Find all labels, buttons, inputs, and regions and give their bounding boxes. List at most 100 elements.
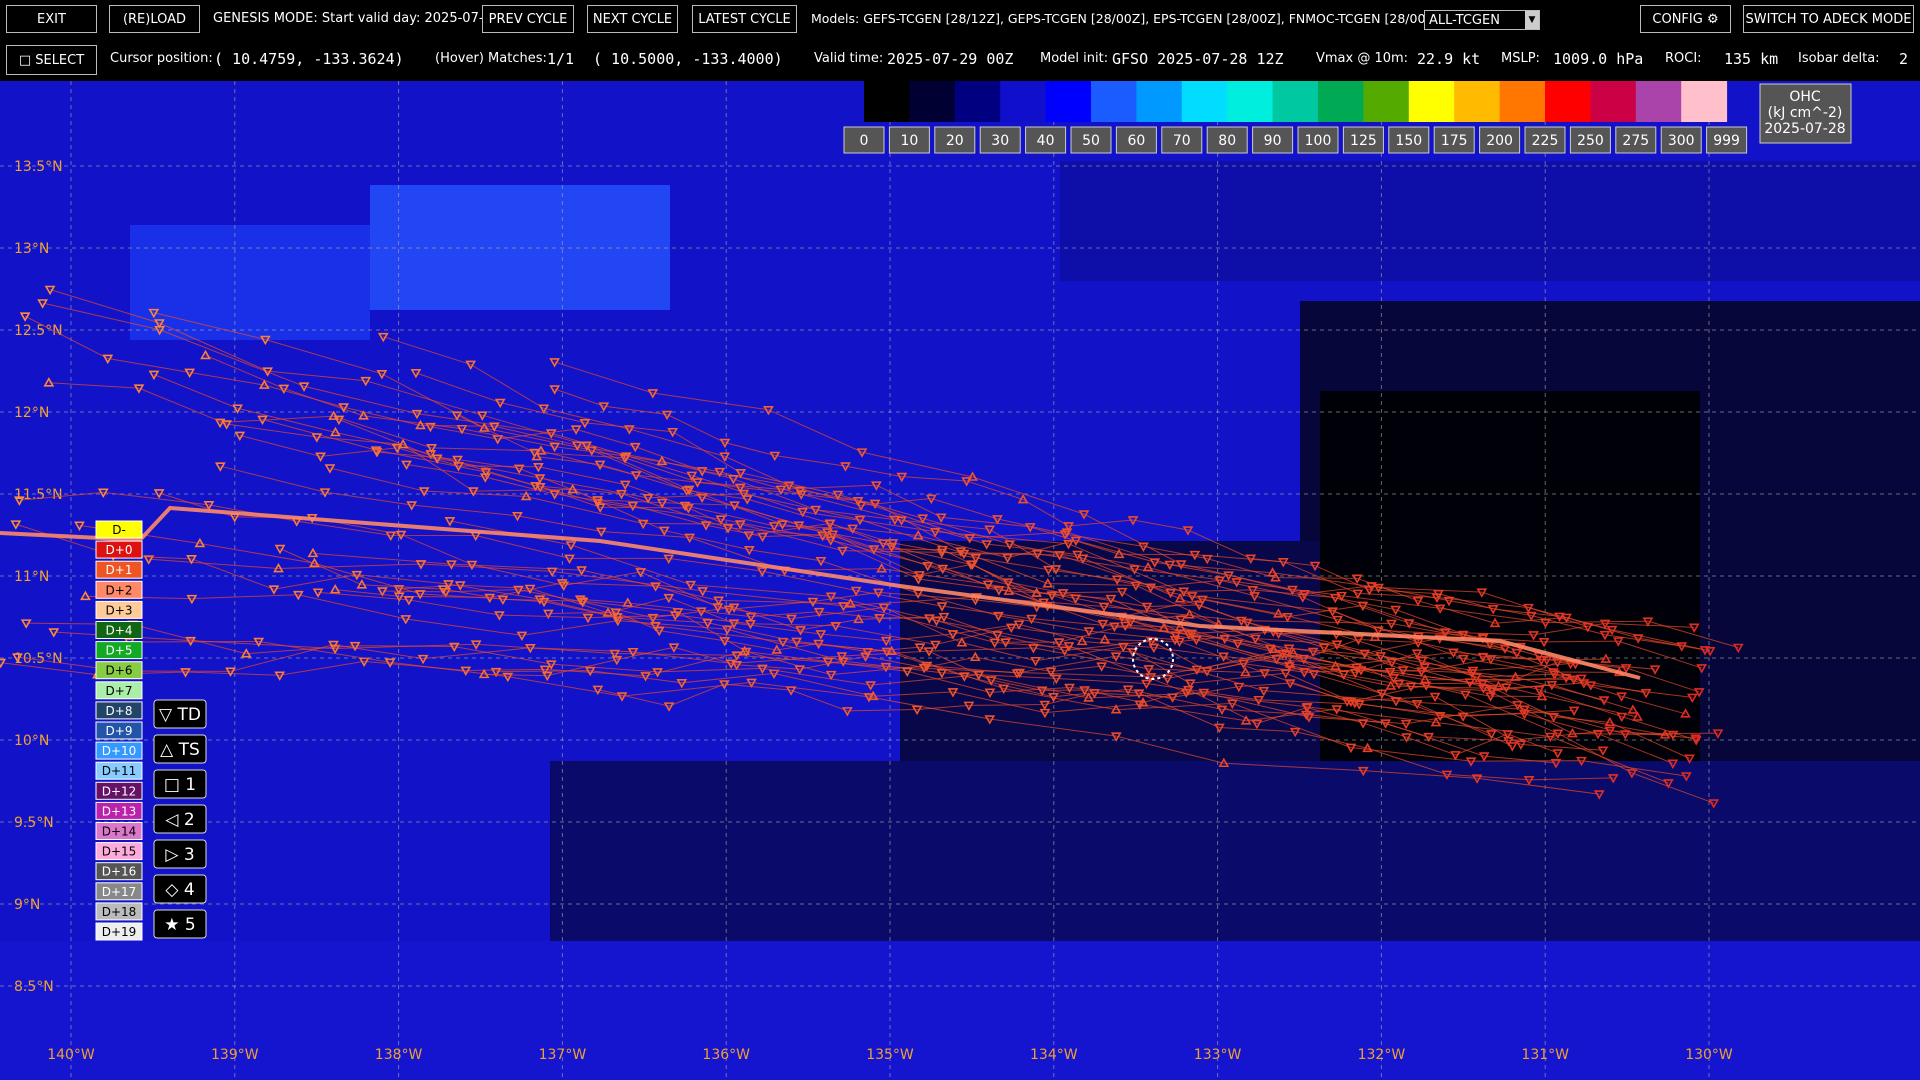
track-marker[interactable] <box>1178 587 1190 597</box>
track-marker[interactable] <box>274 671 286 681</box>
track-marker[interactable] <box>1575 674 1587 684</box>
track-marker[interactable] <box>793 521 805 531</box>
track-marker[interactable] <box>973 670 985 681</box>
track-marker[interactable] <box>719 438 731 449</box>
track-marker[interactable] <box>1014 668 1026 679</box>
track-marker[interactable] <box>992 515 1003 525</box>
track-marker[interactable] <box>663 593 675 604</box>
track-marker[interactable] <box>1598 696 1610 706</box>
track-marker[interactable] <box>338 403 350 413</box>
track-marker[interactable] <box>1142 561 1154 572</box>
track-marker[interactable] <box>616 692 628 702</box>
dropdown-arrow[interactable]: ▼ <box>1525 11 1539 29</box>
track-marker[interactable] <box>1688 623 1700 633</box>
track-marker[interactable] <box>1362 742 1373 753</box>
track-marker[interactable] <box>1465 757 1477 767</box>
track-marker[interactable] <box>470 640 482 650</box>
track-marker[interactable] <box>1349 699 1361 709</box>
day-legend-swatch[interactable] <box>95 902 143 921</box>
next-cycle-button[interactable]: NEXT CYCLE <box>587 5 678 33</box>
track-marker[interactable] <box>684 533 696 544</box>
track-marker[interactable] <box>837 546 848 557</box>
track-marker[interactable] <box>723 605 735 615</box>
track-marker[interactable] <box>315 452 326 462</box>
track-marker[interactable] <box>1548 668 1559 678</box>
track-marker[interactable] <box>1063 540 1074 550</box>
track-marker[interactable] <box>1390 605 1402 616</box>
track-marker[interactable] <box>154 319 165 329</box>
track-marker[interactable] <box>1175 615 1187 626</box>
track-marker[interactable] <box>1046 591 1058 601</box>
track-marker[interactable] <box>1336 591 1347 602</box>
track-marker[interactable] <box>185 636 197 647</box>
track-marker[interactable] <box>734 520 746 530</box>
track-marker[interactable] <box>594 460 606 471</box>
track-marker[interactable] <box>377 587 388 597</box>
track-marker[interactable] <box>478 668 490 679</box>
track-marker[interactable] <box>1401 733 1412 743</box>
track-marker[interactable] <box>214 418 226 429</box>
track-marker[interactable] <box>768 522 780 532</box>
track-marker[interactable] <box>1332 615 1344 626</box>
track-marker[interactable] <box>1412 596 1424 607</box>
track-marker[interactable] <box>1486 730 1497 740</box>
track-marker[interactable] <box>652 668 663 678</box>
track-marker[interactable] <box>1400 719 1412 730</box>
track-marker[interactable] <box>148 308 160 319</box>
track-marker[interactable] <box>1485 692 1496 702</box>
track-marker[interactable] <box>534 595 546 605</box>
track-marker[interactable] <box>410 368 422 379</box>
track-marker[interactable] <box>1013 620 1025 630</box>
track-marker[interactable] <box>1359 649 1371 660</box>
track-marker[interactable] <box>868 545 880 555</box>
intensity-legend-box[interactable] <box>153 874 207 904</box>
track-marker[interactable] <box>534 474 546 484</box>
track-marker[interactable] <box>815 556 827 567</box>
track-marker[interactable] <box>917 514 929 524</box>
track-marker[interactable] <box>947 688 959 698</box>
track-marker[interactable] <box>186 555 197 565</box>
track-marker[interactable] <box>1528 631 1539 641</box>
track-marker[interactable] <box>579 418 591 429</box>
track-marker[interactable] <box>431 454 443 464</box>
track-marker[interactable] <box>1704 647 1716 657</box>
track-marker[interactable] <box>1429 692 1441 703</box>
track-marker[interactable] <box>1538 638 1550 648</box>
track-marker[interactable] <box>1355 666 1367 676</box>
track-marker[interactable] <box>1536 690 1548 701</box>
track-marker[interactable] <box>400 615 412 625</box>
track-marker[interactable] <box>914 643 926 653</box>
track-marker[interactable] <box>1351 574 1363 584</box>
track-marker[interactable] <box>735 469 747 479</box>
track-marker[interactable] <box>969 651 981 662</box>
track-marker[interactable] <box>513 464 525 475</box>
track-marker[interactable] <box>616 489 627 500</box>
track-marker[interactable] <box>542 609 554 620</box>
track-marker[interactable] <box>1619 730 1631 740</box>
track-marker[interactable] <box>13 496 25 506</box>
track-marker[interactable] <box>415 419 426 430</box>
track-marker[interactable] <box>1515 740 1527 750</box>
track-marker[interactable] <box>319 488 331 498</box>
track-marker[interactable] <box>713 596 724 606</box>
track-marker[interactable] <box>476 411 488 421</box>
track-marker[interactable] <box>1607 774 1619 784</box>
track-marker[interactable] <box>763 406 774 416</box>
track-marker[interactable] <box>1385 680 1397 690</box>
track-marker[interactable] <box>1457 712 1469 722</box>
track-marker[interactable] <box>391 443 403 454</box>
track-marker[interactable] <box>401 460 412 471</box>
intensity-legend-box[interactable] <box>153 769 207 799</box>
track-marker[interactable] <box>298 382 310 392</box>
track-marker[interactable] <box>564 554 575 565</box>
track-marker[interactable] <box>1434 711 1446 722</box>
track-marker[interactable] <box>1592 729 1604 740</box>
track-marker[interactable] <box>221 420 233 430</box>
track-marker[interactable] <box>922 562 934 572</box>
track-marker[interactable] <box>913 575 924 585</box>
track-marker[interactable] <box>184 368 196 379</box>
track-marker[interactable] <box>512 511 523 522</box>
track-marker[interactable] <box>1083 692 1094 702</box>
track-marker[interactable] <box>262 367 274 377</box>
track-marker[interactable] <box>1063 642 1075 652</box>
